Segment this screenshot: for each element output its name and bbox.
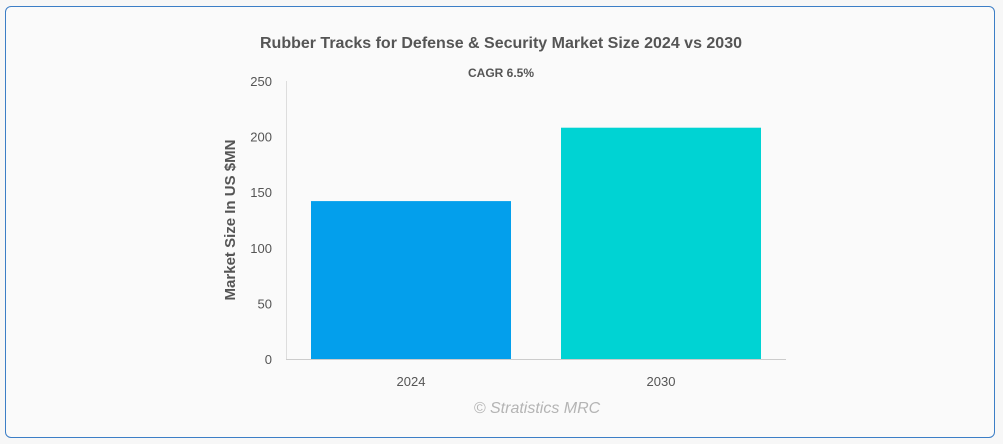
credit-watermark: © Stratistics MRC (474, 400, 601, 417)
x-tick-label: 2024 (397, 374, 426, 389)
y-axis-label: Market Size In US $MN (222, 140, 239, 301)
y-tick-label: 200 (250, 130, 272, 145)
y-axis: 0 50 100 150 200 250 (250, 74, 272, 367)
chart-title: Rubber Tracks for Defense & Security Mar… (260, 35, 742, 52)
y-tick-label: 50 (258, 296, 272, 311)
x-axis: 2024 2030 (397, 374, 676, 389)
x-tick-label: 2030 (647, 374, 676, 389)
bar-2030[interactable] (561, 127, 761, 359)
chart-subtitle: CAGR 6.5% (468, 66, 534, 80)
bar-2024[interactable] (311, 201, 511, 359)
y-tick-label: 0 (265, 352, 272, 367)
y-tick-label: 250 (250, 74, 272, 89)
y-tick-label: 100 (250, 241, 272, 256)
y-tick-label: 150 (250, 185, 272, 200)
bars (311, 127, 761, 359)
